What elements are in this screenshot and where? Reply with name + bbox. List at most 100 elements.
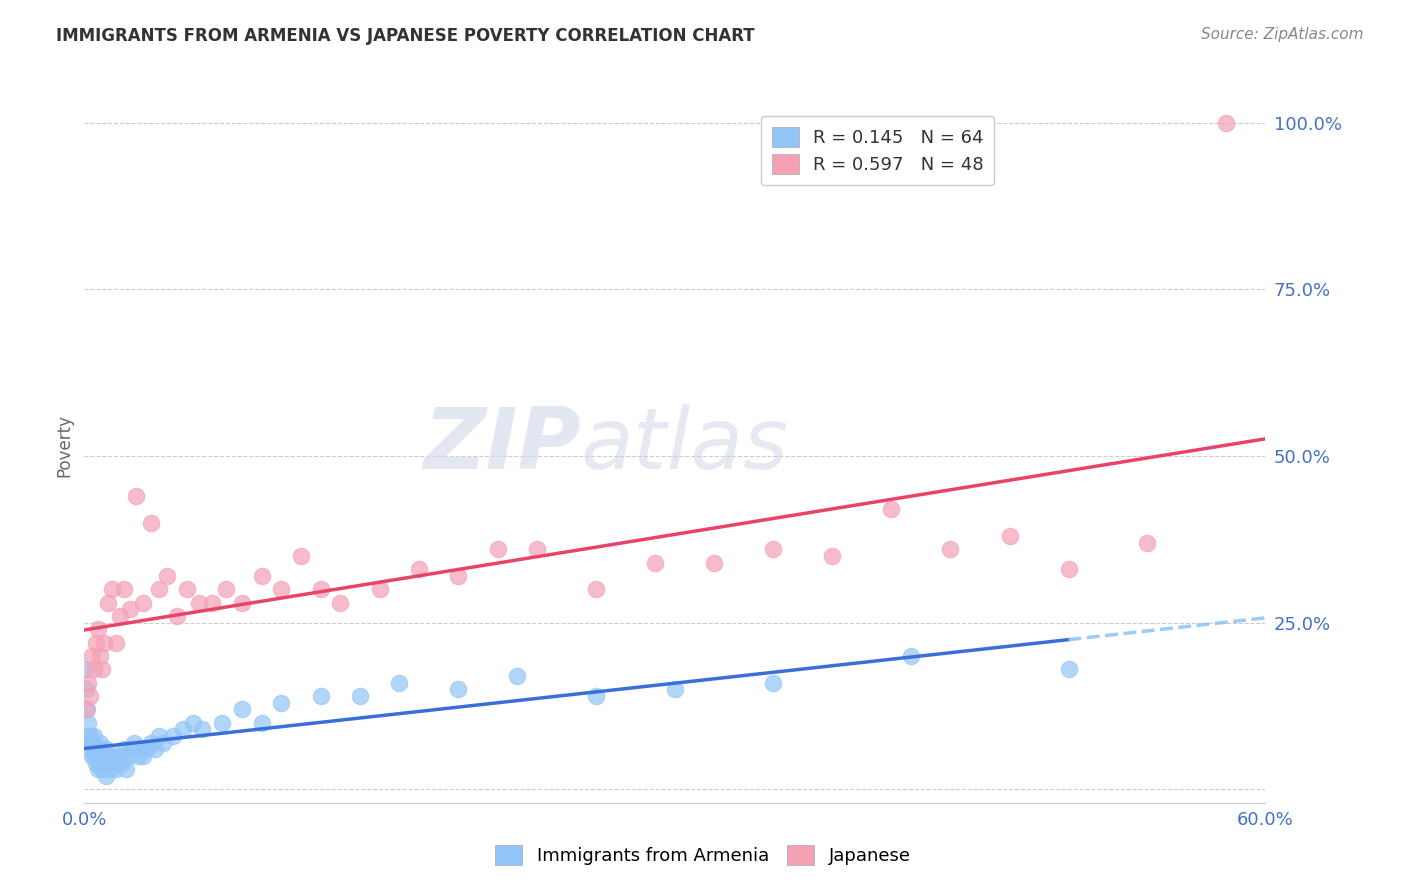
Point — [89, 756, 111, 770]
Point — [108, 609, 131, 624]
Point — [585, 689, 607, 703]
Point — [75, 682, 97, 697]
Point — [82, 749, 104, 764]
Point — [79, 742, 101, 756]
Point — [83, 662, 105, 676]
Point — [187, 596, 209, 610]
Point — [309, 689, 332, 703]
Point — [644, 556, 666, 570]
Point — [93, 756, 115, 770]
Point — [91, 742, 114, 756]
Point — [176, 582, 198, 597]
Point — [703, 556, 725, 570]
Point — [82, 649, 104, 664]
Point — [141, 736, 163, 750]
Point — [83, 729, 105, 743]
Point — [82, 736, 104, 750]
Point — [821, 549, 844, 563]
Point — [118, 742, 141, 756]
Point — [104, 636, 127, 650]
Point — [79, 729, 101, 743]
Point — [880, 502, 903, 516]
Point — [93, 749, 115, 764]
Point — [93, 636, 115, 650]
Point — [79, 736, 101, 750]
Point — [486, 542, 509, 557]
Point — [664, 682, 686, 697]
Point — [77, 675, 100, 690]
Point — [107, 756, 129, 770]
Point — [141, 516, 163, 530]
Point — [290, 549, 312, 563]
Point — [84, 636, 107, 650]
Point — [75, 702, 97, 716]
Text: Source: ZipAtlas.com: Source: ZipAtlas.com — [1201, 27, 1364, 42]
Point — [83, 749, 105, 764]
Point — [148, 729, 170, 743]
Point — [181, 715, 204, 730]
Point — [231, 596, 253, 610]
Point — [900, 649, 922, 664]
Point — [388, 675, 411, 690]
Point — [87, 742, 110, 756]
Point — [103, 756, 125, 770]
Point — [124, 489, 146, 503]
Legend: Immigrants from Armenia, Japanese: Immigrants from Armenia, Japanese — [486, 836, 920, 874]
Point — [270, 582, 292, 597]
Point — [75, 662, 97, 676]
Point — [94, 742, 117, 756]
Point — [84, 756, 107, 770]
Point — [101, 582, 124, 597]
Point — [101, 749, 124, 764]
Point — [76, 702, 98, 716]
Point — [97, 596, 120, 610]
Point — [349, 689, 371, 703]
Point — [152, 736, 174, 750]
Point — [148, 582, 170, 597]
Point — [201, 596, 224, 610]
Point — [447, 682, 470, 697]
Point — [132, 749, 155, 764]
Point — [136, 742, 159, 756]
Legend: R = 0.145   N = 64, R = 0.597   N = 48: R = 0.145 N = 64, R = 0.597 N = 48 — [761, 116, 994, 185]
Point — [89, 736, 111, 750]
Point — [250, 715, 273, 730]
Point — [1215, 115, 1237, 129]
Point — [114, 763, 136, 777]
Point — [98, 763, 121, 777]
Point — [97, 756, 120, 770]
Point — [87, 763, 110, 777]
Point — [250, 569, 273, 583]
Point — [112, 742, 135, 756]
Y-axis label: Poverty: Poverty — [55, 415, 73, 477]
Point — [91, 662, 114, 676]
Point — [368, 582, 391, 597]
Point — [79, 689, 101, 703]
Point — [111, 756, 134, 770]
Point — [215, 582, 238, 597]
Point — [118, 602, 141, 616]
Point — [166, 609, 188, 624]
Text: atlas: atlas — [581, 404, 789, 488]
Point — [162, 729, 184, 743]
Point — [939, 542, 962, 557]
Point — [77, 729, 100, 743]
Point — [506, 669, 529, 683]
Point — [762, 542, 785, 557]
Point — [132, 596, 155, 610]
Point — [447, 569, 470, 583]
Point — [1136, 535, 1159, 549]
Point — [191, 723, 214, 737]
Point — [84, 749, 107, 764]
Point — [156, 569, 179, 583]
Point — [83, 742, 105, 756]
Point — [112, 582, 135, 597]
Point — [127, 749, 149, 764]
Point — [128, 742, 150, 756]
Point — [526, 542, 548, 557]
Point — [1057, 662, 1080, 676]
Point — [94, 769, 117, 783]
Point — [172, 723, 194, 737]
Point — [108, 749, 131, 764]
Point — [408, 562, 430, 576]
